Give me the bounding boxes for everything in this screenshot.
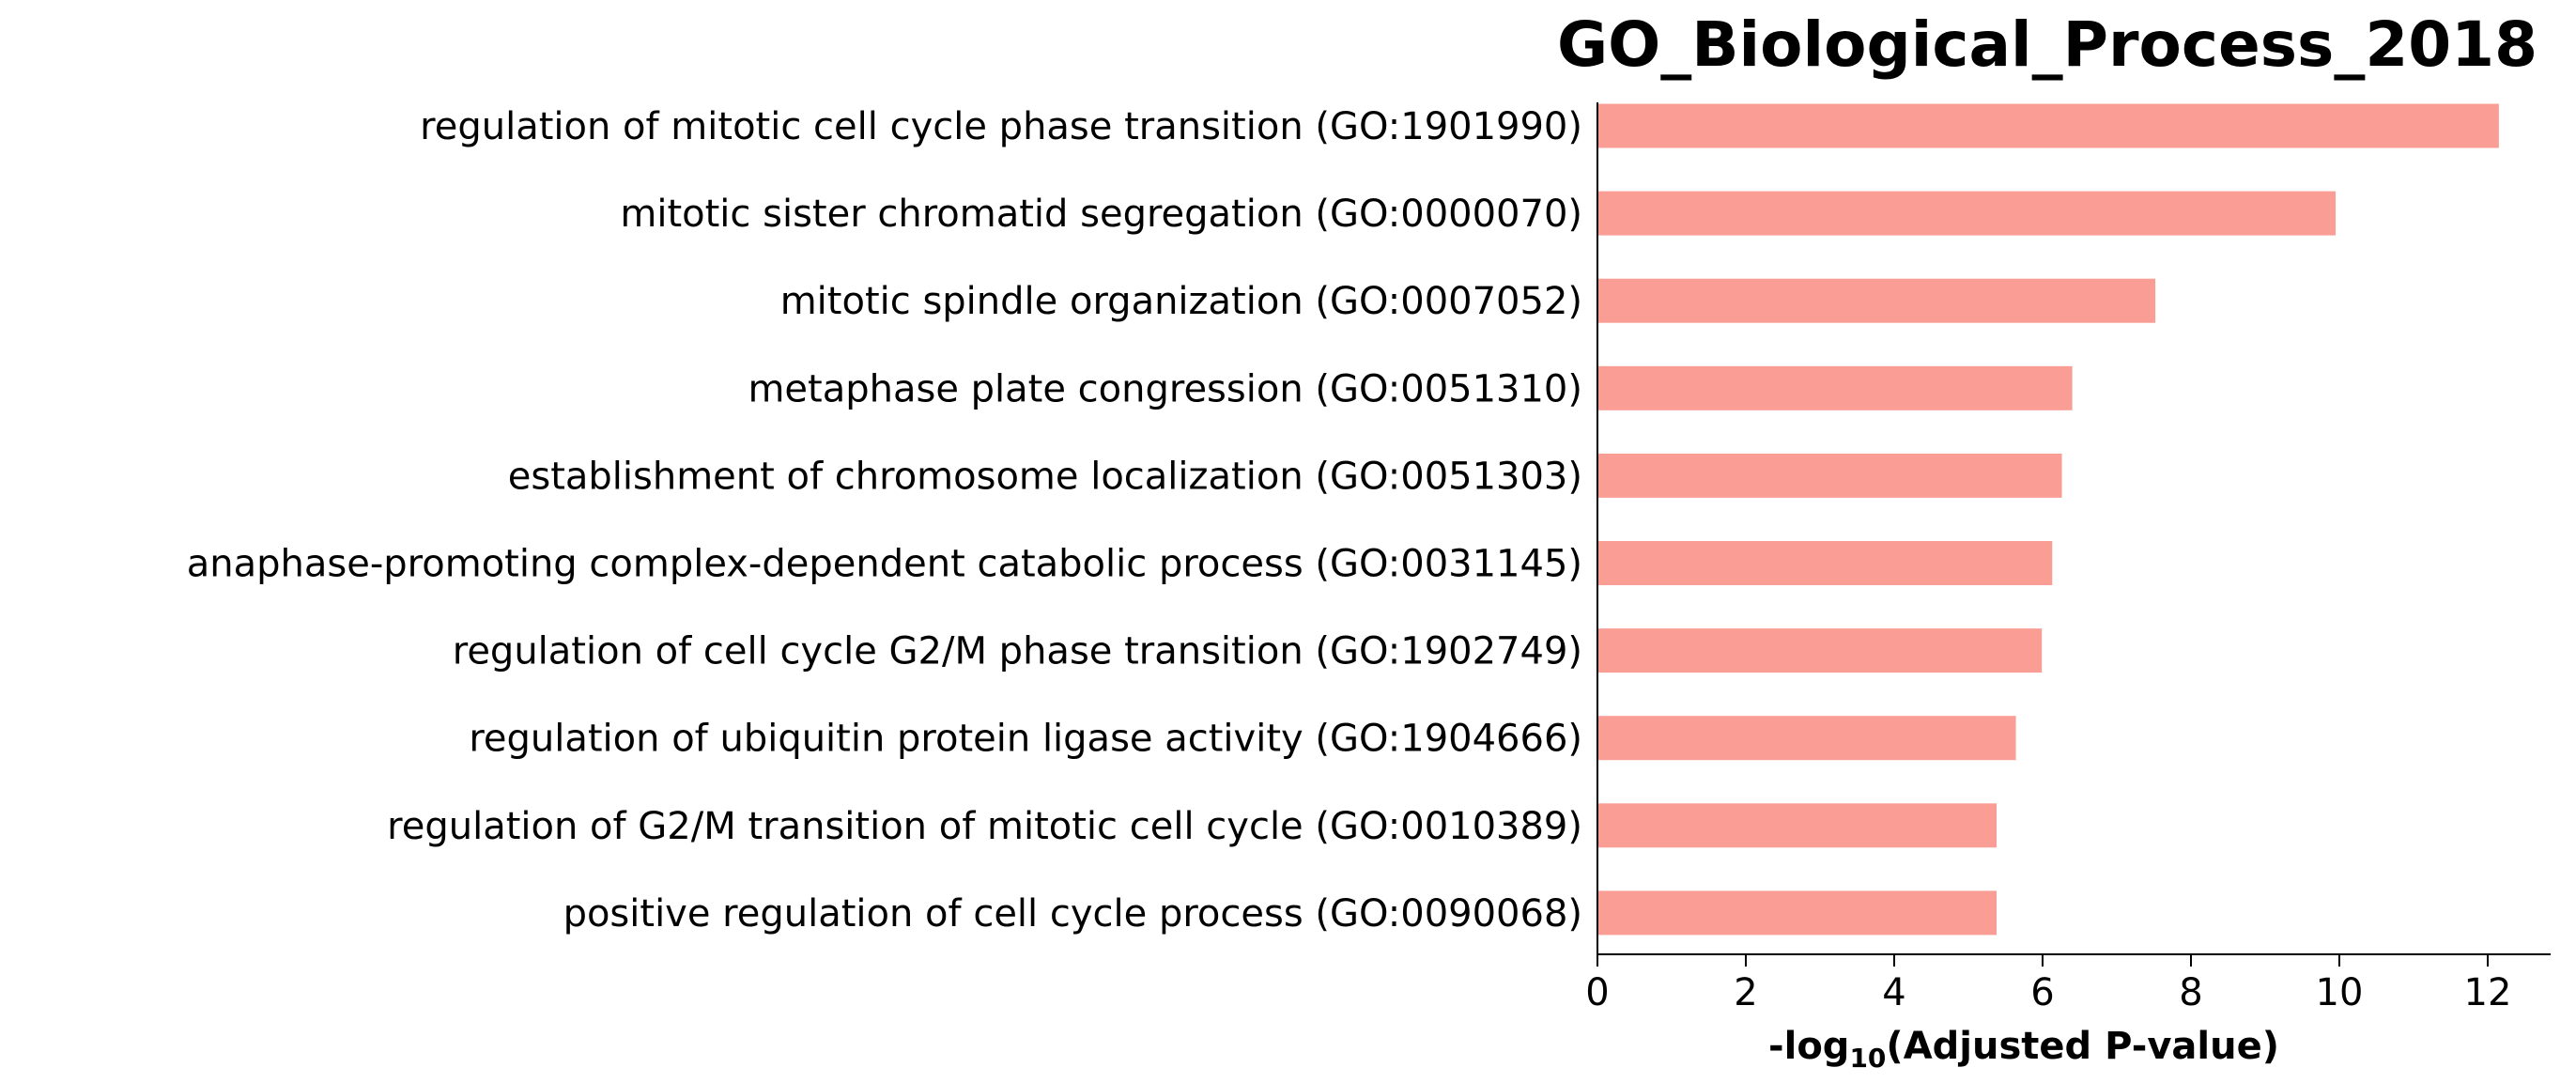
category-label-3: mitotic spindle organization (GO:0007052… [780,280,1582,323]
category-label-4: metaphase plate congression (GO:0051310) [748,367,1582,410]
x-axis-ticks: 0 2 4 6 8 10 12 [1585,954,2511,1014]
bar-8 [1597,716,2016,761]
bar-5 [1597,453,2062,498]
bar-4 [1597,365,2073,410]
bar-2 [1597,191,2337,236]
bar-10 [1597,890,1998,936]
category-label-1: regulation of mitotic cell cycle phase t… [420,105,1582,148]
x-tick-label-0: 0 [1585,971,1609,1014]
bar-7 [1597,628,2043,673]
bars-group [1597,103,2499,936]
category-label-6: anaphase-promoting complex-dependent cat… [187,543,1582,586]
category-label-2: mitotic sister chromatid segregation (GO… [620,193,1582,236]
category-labels: regulation of mitotic cell cycle phase t… [187,105,1582,936]
bar-6 [1597,541,2053,585]
chart-title: GO_Biological_Process_2018 [1557,8,2537,81]
category-label-5: establishment of chromosome localization… [508,455,1582,498]
x-tick-label-8: 8 [2179,971,2202,1014]
x-axis-label-prefix: -log [1768,1025,1849,1068]
x-tick-label-10: 10 [2316,971,2364,1014]
x-axis-label: -log10(Adjusted P-value) [1768,1025,2279,1074]
category-label-8: regulation of ubiquitin protein ligase a… [469,718,1582,761]
bar-3 [1597,278,2156,323]
category-label-9: regulation of G2/M transition of mitotic… [387,805,1582,848]
x-axis-label-subscript: 10 [1849,1043,1886,1074]
x-tick-label-2: 2 [1734,971,1757,1014]
x-tick-label-4: 4 [1882,971,1905,1014]
x-tick-label-6: 6 [2030,971,2054,1014]
bar-1 [1597,103,2499,148]
category-label-10: positive regulation of cell cycle proces… [563,892,1582,936]
bar-9 [1597,803,1998,848]
x-axis-label-suffix: (Adjusted P-value) [1886,1025,2279,1068]
x-tick-label-12: 12 [2464,971,2512,1014]
category-label-7: regulation of cell cycle G2/M phase tran… [453,630,1582,673]
